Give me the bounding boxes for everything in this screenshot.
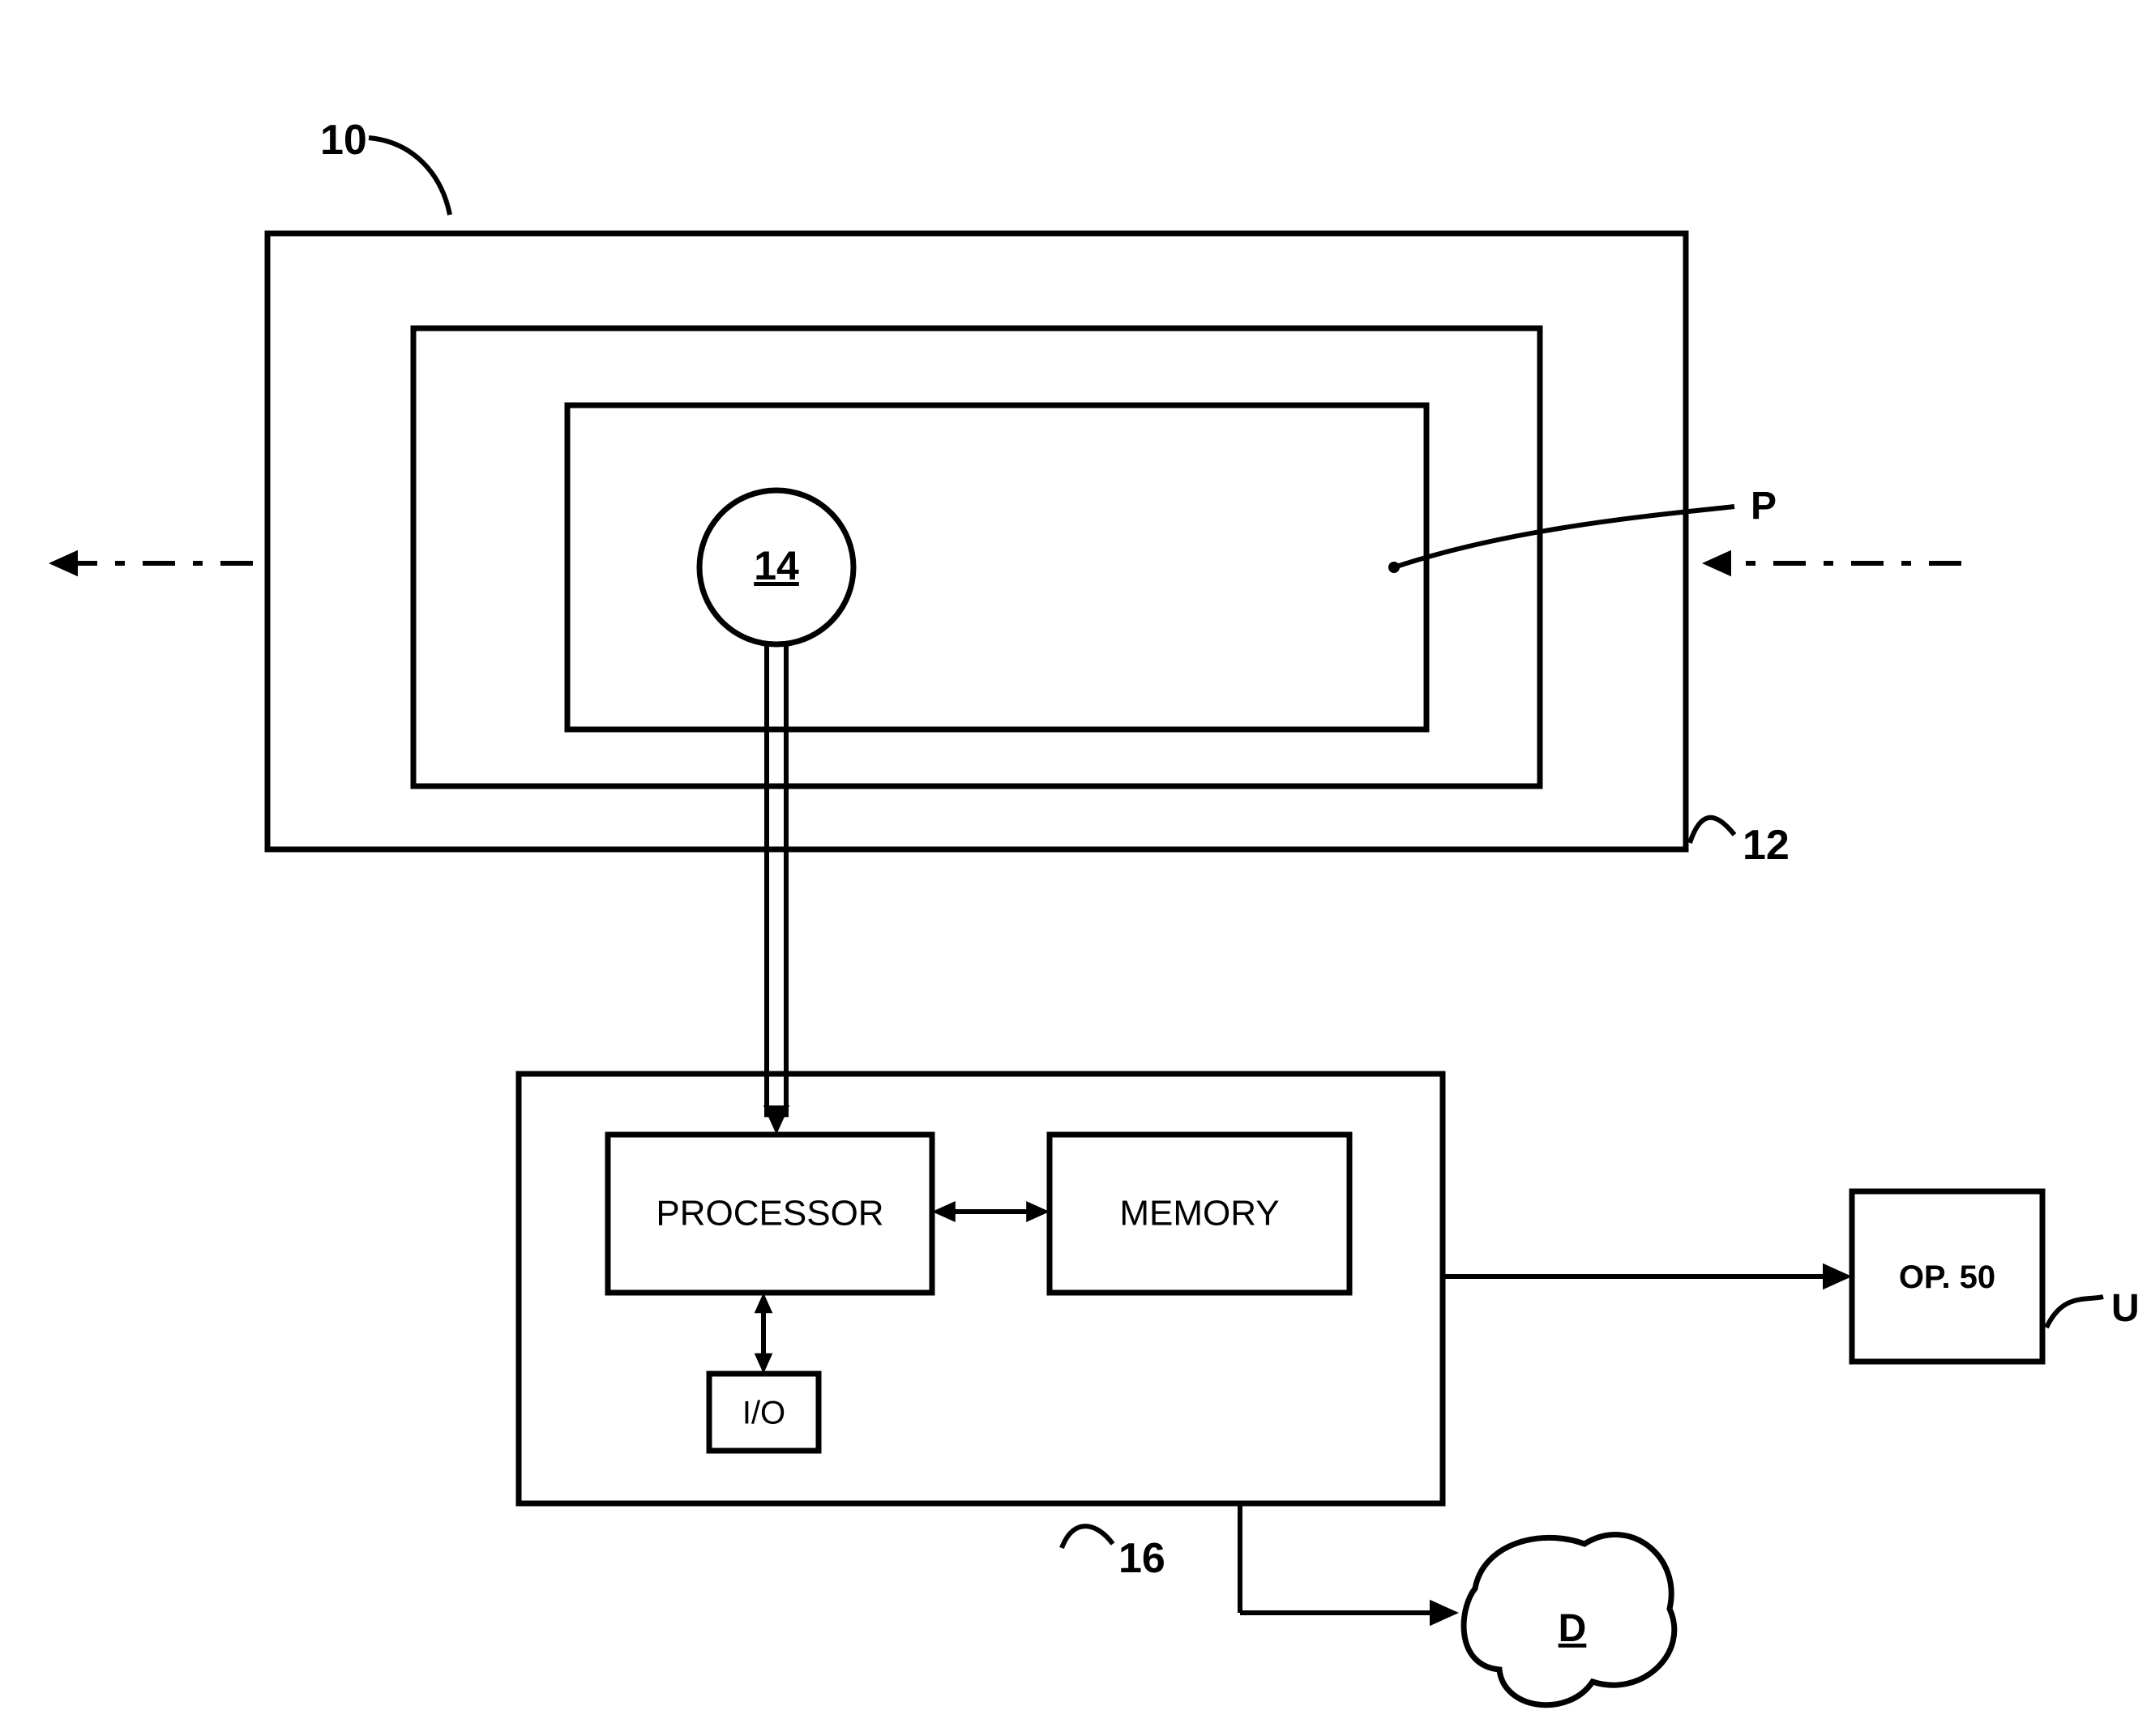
controller-box	[519, 1074, 1443, 1503]
arrowhead	[49, 550, 78, 576]
ref-16-label: 16	[1118, 1535, 1165, 1582]
d-label: D	[1559, 1607, 1587, 1650]
memory-label: MEMORY	[1119, 1194, 1279, 1234]
mid-box	[413, 328, 1540, 786]
leader-12	[1690, 818, 1734, 843]
io-label: I/O	[742, 1396, 785, 1431]
arrowhead	[932, 1201, 956, 1222]
arrowhead	[755, 1353, 773, 1374]
arrowhead	[1430, 1600, 1459, 1626]
ref-12-label: 12	[1743, 822, 1790, 869]
ref-10-label: 10	[320, 117, 367, 164]
arrowhead	[755, 1293, 773, 1313]
leader-10	[369, 138, 450, 215]
leader-p-dot	[1388, 562, 1400, 573]
ref-u-label: U	[2111, 1287, 2140, 1330]
inner-box	[567, 405, 1426, 729]
ref-p-label: P	[1751, 485, 1777, 528]
arrowhead	[1823, 1264, 1852, 1289]
arrowhead	[1026, 1201, 1050, 1222]
sensor-ref-label: 14	[754, 543, 799, 588]
arrowhead	[1702, 550, 1731, 576]
op-label: OP. 50	[1899, 1259, 1995, 1295]
leader-u	[2046, 1297, 2103, 1328]
leader-16	[1062, 1526, 1113, 1548]
processor-label: PROCESSOR	[656, 1194, 883, 1234]
arrowhead	[763, 1105, 789, 1135]
